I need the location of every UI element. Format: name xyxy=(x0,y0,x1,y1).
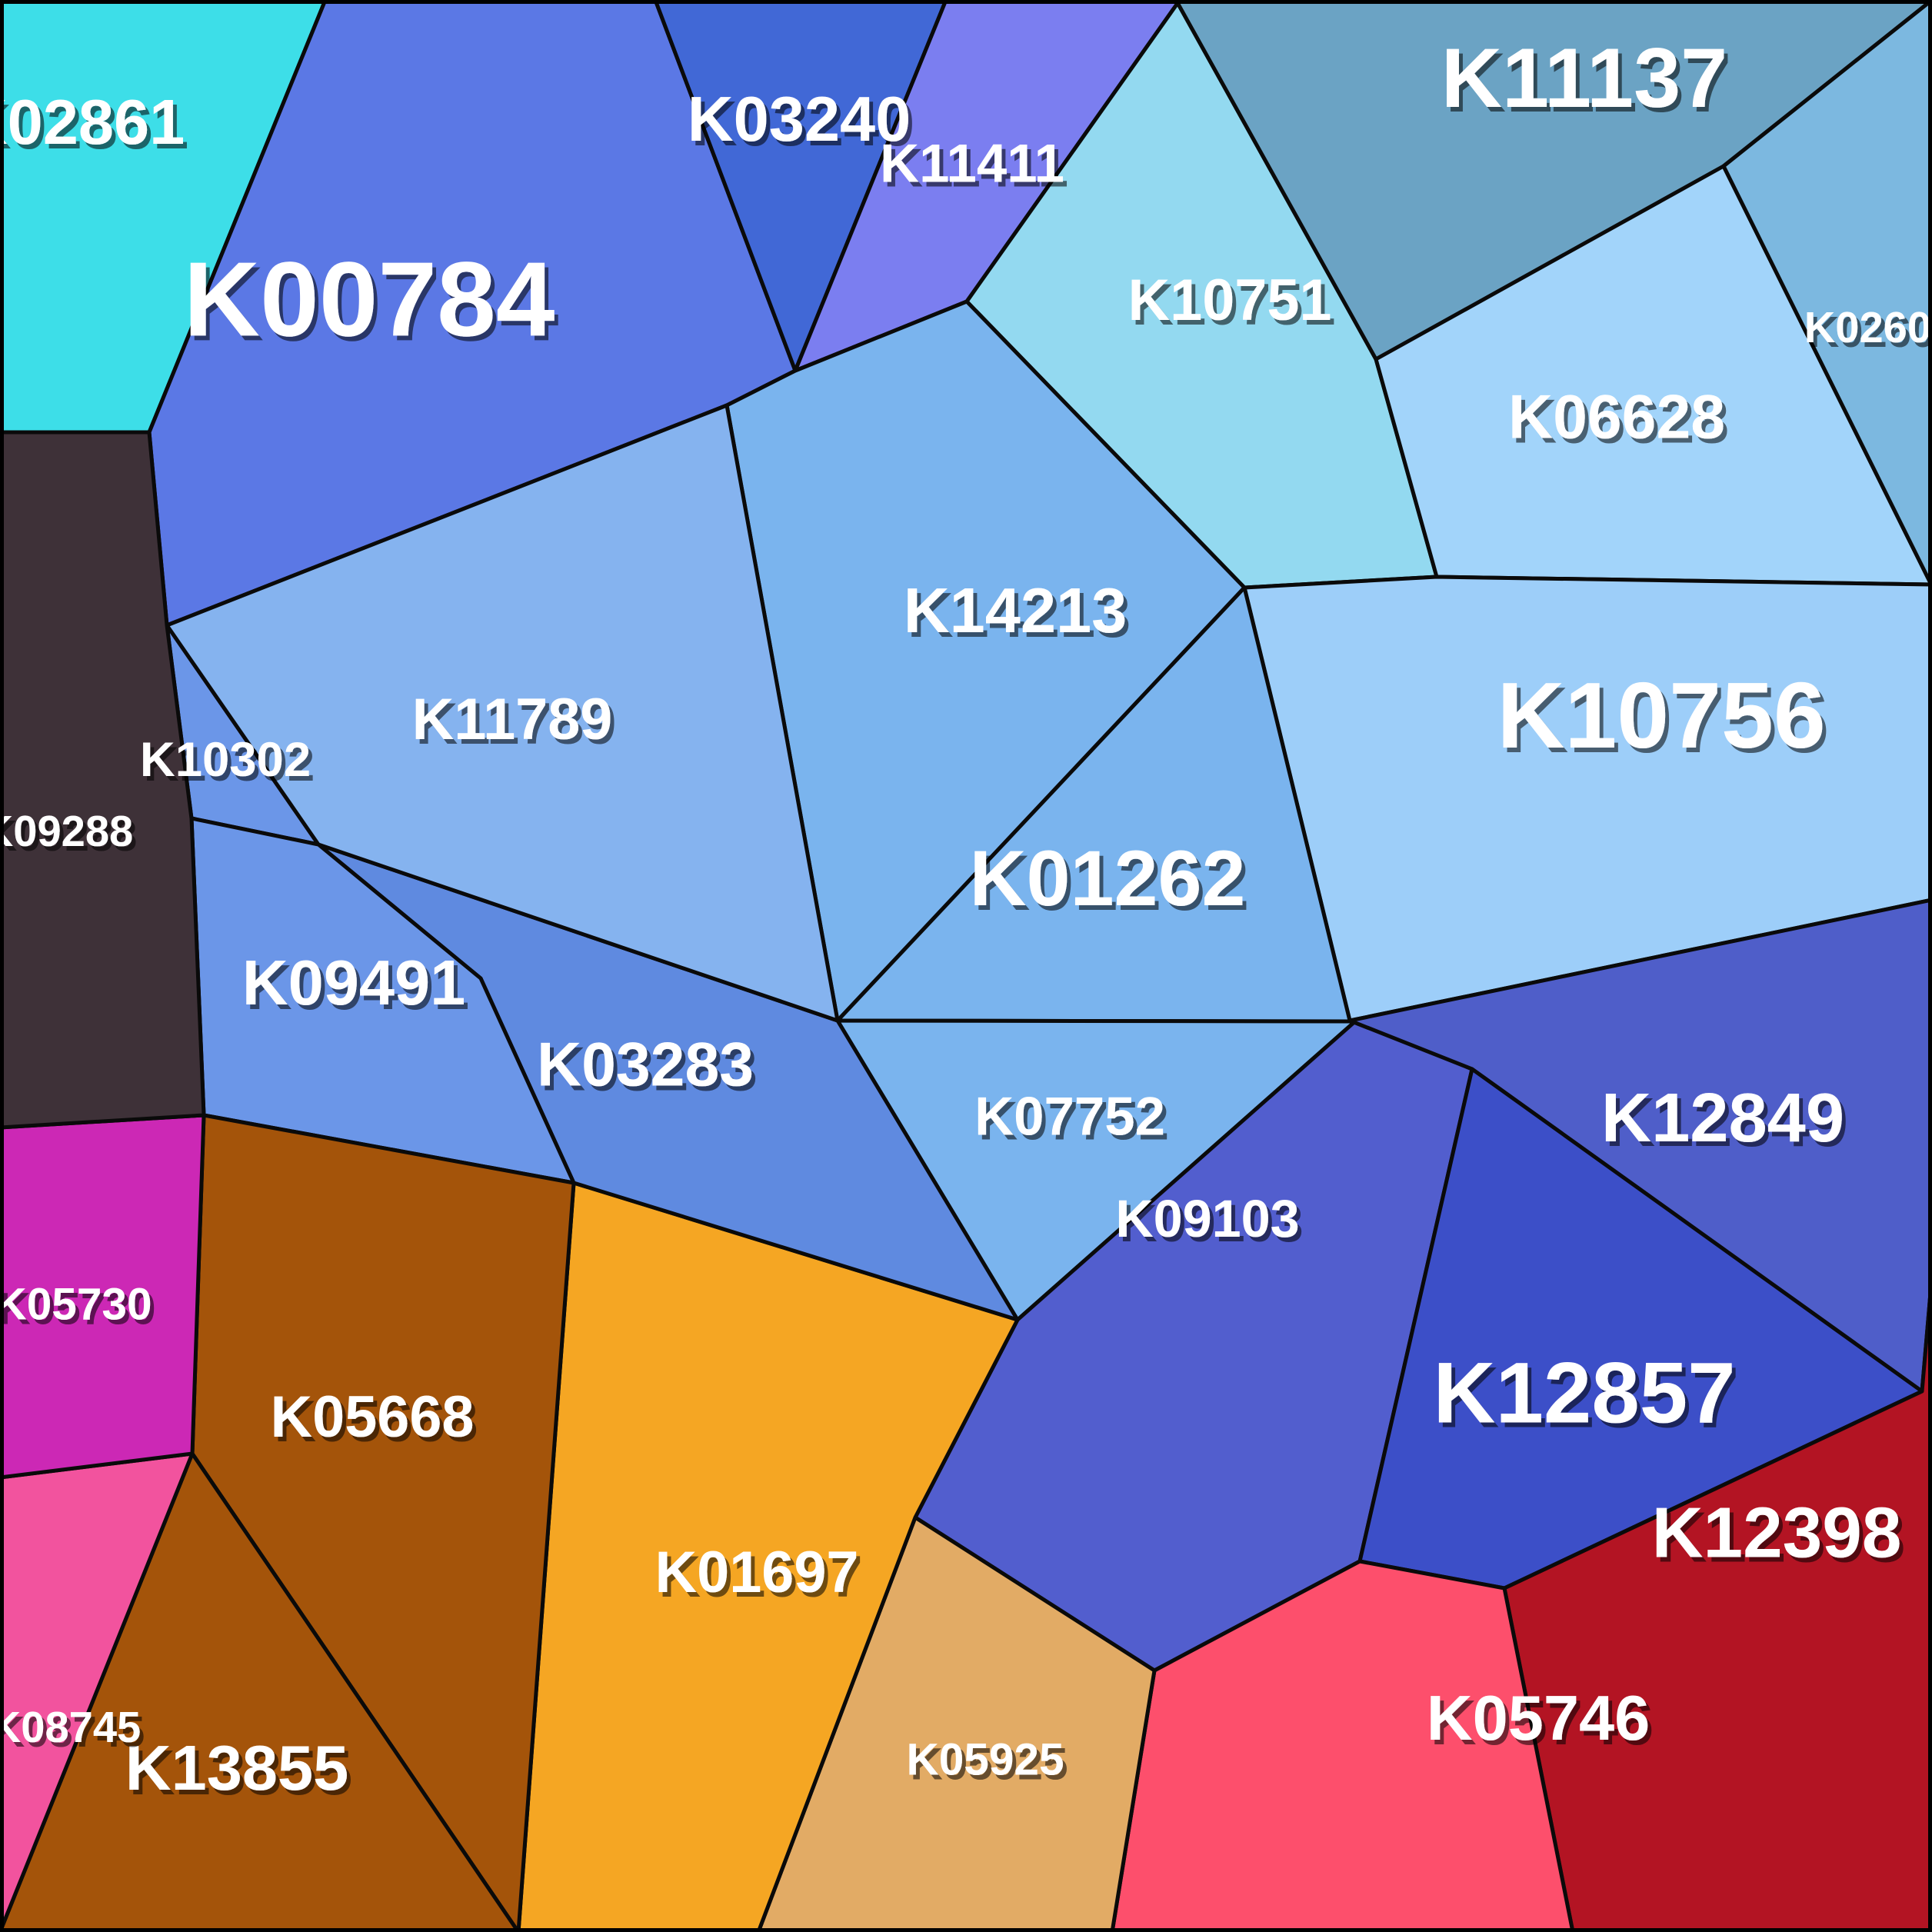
svg-text:K10756: K10756 xyxy=(1497,663,1825,768)
svg-text:K02861: K02861 xyxy=(0,86,185,158)
svg-text:K09103: K09103 xyxy=(1115,1190,1299,1248)
svg-text:K03240: K03240 xyxy=(688,83,911,155)
svg-text:K11411: K11411 xyxy=(880,133,1064,194)
svg-text:K05730: K05730 xyxy=(0,1279,152,1329)
svg-text:K07752: K07752 xyxy=(974,1086,1165,1147)
svg-text:K03283: K03283 xyxy=(537,1030,754,1099)
svg-text:K05668: K05668 xyxy=(271,1385,475,1450)
svg-text:K09288: K09288 xyxy=(0,807,133,855)
svg-text:K13855: K13855 xyxy=(125,1732,349,1804)
svg-text:K00784: K00784 xyxy=(184,240,555,358)
svg-text:K01262: K01262 xyxy=(970,834,1246,922)
svg-text:K12398: K12398 xyxy=(1652,1493,1902,1573)
svg-text:K02607: K02607 xyxy=(1804,303,1932,351)
svg-text:K14213: K14213 xyxy=(904,575,1128,646)
svg-text:K12849: K12849 xyxy=(1601,1079,1844,1157)
svg-text:K01697: K01697 xyxy=(655,1541,859,1605)
svg-text:K08745: K08745 xyxy=(0,1703,141,1751)
svg-text:K09491: K09491 xyxy=(242,947,466,1018)
svg-text:K05746: K05746 xyxy=(1427,1682,1651,1754)
svg-text:K11789: K11789 xyxy=(412,688,613,752)
svg-text:K10302: K10302 xyxy=(140,733,311,787)
svg-text:K11137: K11137 xyxy=(1441,32,1728,125)
svg-text:K05925: K05925 xyxy=(906,1734,1064,1784)
svg-text:K12857: K12857 xyxy=(1433,1344,1735,1441)
svg-text:K10751: K10751 xyxy=(1128,268,1332,333)
svg-text:K06628: K06628 xyxy=(1508,382,1725,451)
